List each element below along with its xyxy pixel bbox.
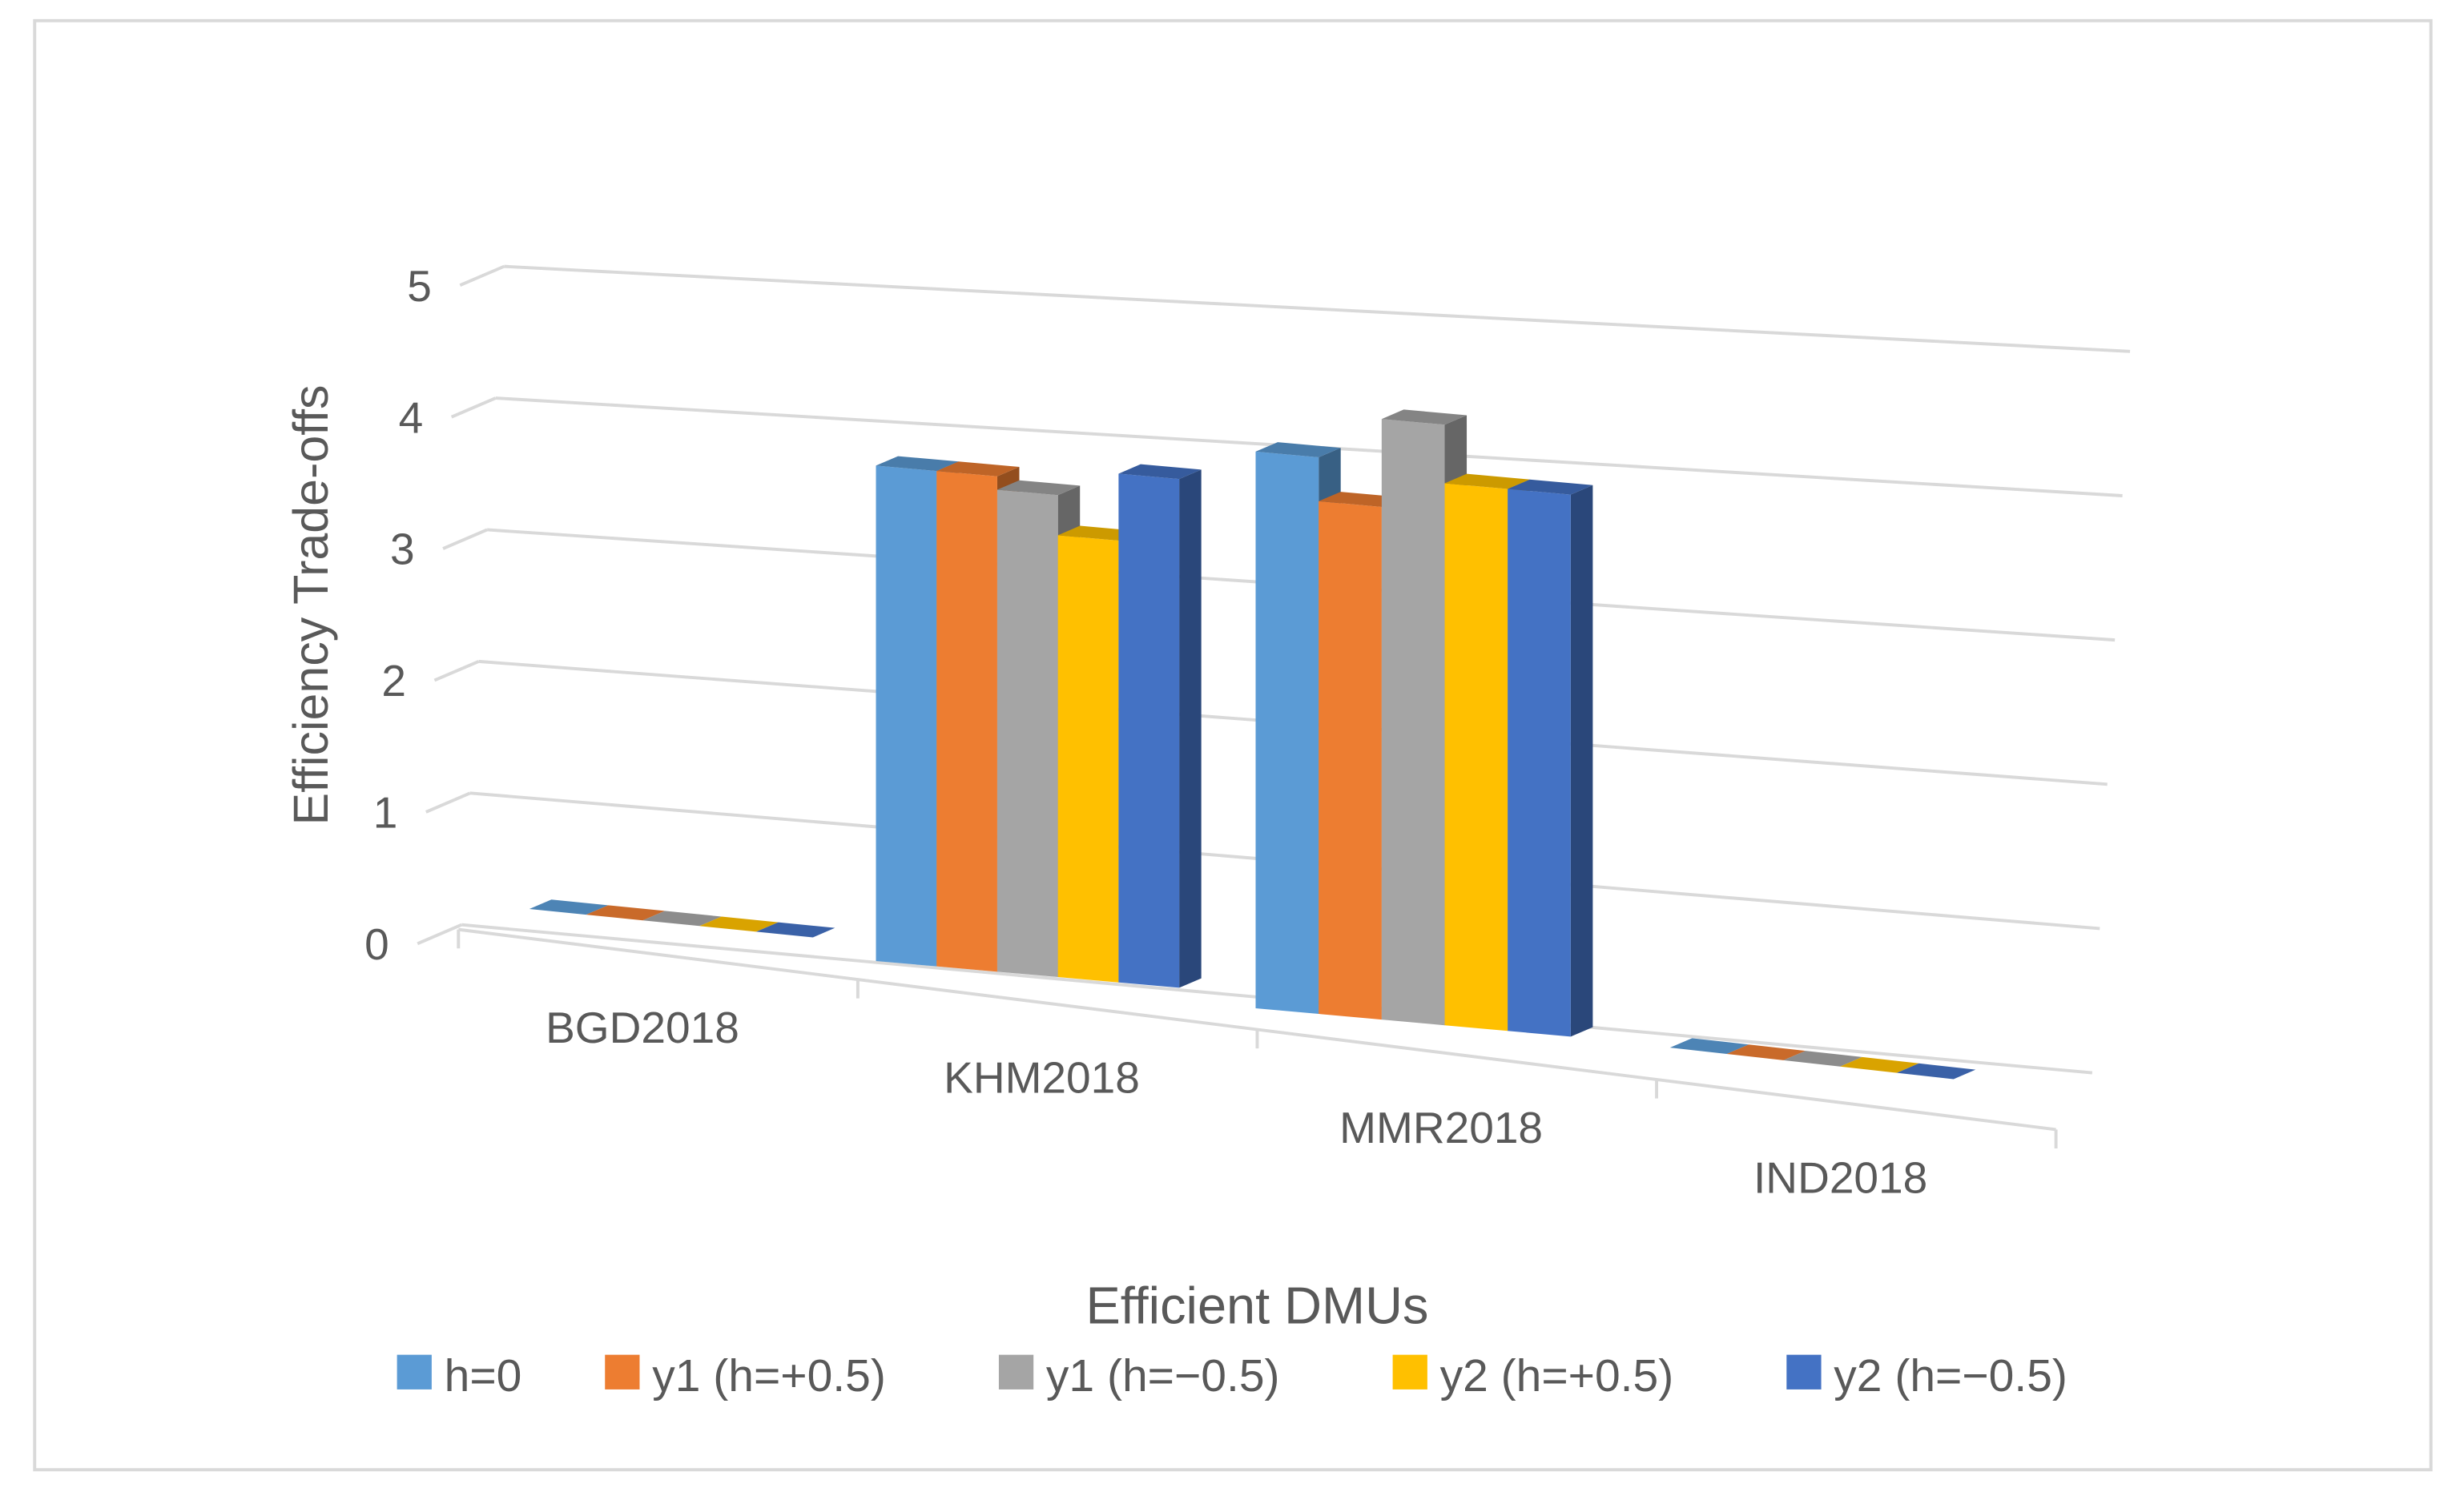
bar-top bbox=[756, 922, 835, 938]
bar-top bbox=[876, 456, 959, 472]
bar-front bbox=[1057, 535, 1119, 983]
legend-item[interactable]: y2 (h=+0.5) bbox=[1392, 1350, 1674, 1402]
legend-swatch bbox=[1786, 1354, 1822, 1389]
bar-BGD2018-series-4 bbox=[756, 922, 835, 938]
bar-KHM2018-series-4 bbox=[1118, 464, 1202, 988]
legend-label: y2 (h=−0.5) bbox=[1834, 1350, 2067, 1402]
bar-top bbox=[936, 461, 1020, 477]
bar-IND2018-series-1 bbox=[1726, 1044, 1806, 1060]
bar-front bbox=[1381, 419, 1445, 1026]
bar-IND2018-series-4 bbox=[1896, 1063, 1976, 1080]
bar-top bbox=[1444, 473, 1530, 489]
y-tick-label: 0 bbox=[364, 919, 389, 969]
side-gridline bbox=[450, 396, 497, 419]
bar-top bbox=[1840, 1056, 1919, 1073]
bar-top bbox=[1726, 1044, 1806, 1060]
x-axis-title: Efficient DMUs bbox=[1086, 1276, 1429, 1334]
bar-side bbox=[1570, 485, 1593, 1037]
bar-front bbox=[1319, 501, 1382, 1020]
legend-swatch bbox=[605, 1354, 640, 1389]
bar-front bbox=[876, 465, 937, 967]
legend-label: y1 (h=−0.5) bbox=[1046, 1350, 1280, 1402]
bar-side bbox=[1179, 469, 1202, 988]
x-tick-label: KHM2018 bbox=[944, 1052, 1140, 1102]
bar-front bbox=[1255, 451, 1319, 1015]
side-gridline bbox=[425, 791, 471, 814]
bar-front bbox=[1444, 483, 1508, 1032]
bar-top bbox=[642, 911, 722, 927]
side-gridline bbox=[433, 660, 480, 682]
bar-top bbox=[1508, 479, 1593, 495]
bar-top bbox=[529, 899, 609, 915]
bar-BGD2018-series-1 bbox=[586, 905, 665, 921]
y-tick-label: 5 bbox=[407, 261, 432, 311]
bar-front bbox=[996, 489, 1058, 978]
legend-label: h=0 bbox=[445, 1350, 522, 1402]
y-tick-label: 1 bbox=[373, 788, 398, 838]
y-tick-label: 3 bbox=[390, 525, 415, 574]
chart-frame bbox=[33, 18, 2433, 1472]
legend-item[interactable]: h=0 bbox=[397, 1350, 522, 1402]
bar-top bbox=[699, 916, 779, 932]
legend-item[interactable]: y1 (h=+0.5) bbox=[605, 1350, 886, 1402]
bar-top bbox=[1669, 1038, 1749, 1054]
side-gridline bbox=[417, 923, 463, 946]
legend-swatch bbox=[1392, 1354, 1427, 1389]
x-tick-label: BGD2018 bbox=[546, 1003, 739, 1052]
legend-label: y1 (h=+0.5) bbox=[652, 1350, 886, 1402]
y-tick-label: 2 bbox=[381, 656, 406, 706]
bar-front bbox=[1508, 489, 1571, 1037]
bar-BGD2018-series-2 bbox=[642, 911, 722, 927]
bar-BGD2018-series-3 bbox=[699, 916, 779, 932]
bar-top bbox=[1118, 464, 1202, 480]
legend-item[interactable]: y2 (h=−0.5) bbox=[1786, 1350, 2067, 1402]
side-gridline bbox=[459, 264, 505, 288]
bar-IND2018-series-3 bbox=[1840, 1056, 1919, 1073]
bar-BGD2018-series-0 bbox=[529, 899, 609, 915]
bar-top bbox=[996, 480, 1081, 496]
y-tick-label: 4 bbox=[399, 392, 424, 442]
bar-IND2018-series-2 bbox=[1783, 1051, 1862, 1067]
bar-top bbox=[1896, 1063, 1976, 1080]
x-tick-label: IND2018 bbox=[1753, 1152, 1927, 1202]
x-tick-label: MMR2018 bbox=[1339, 1103, 1543, 1152]
bar-top bbox=[586, 905, 665, 921]
y-axis-title: Efficiency Trade-offs bbox=[284, 384, 338, 825]
legend-label: y2 (h=+0.5) bbox=[1440, 1350, 1674, 1402]
bar-top bbox=[1255, 442, 1341, 457]
side-gridline bbox=[442, 528, 488, 550]
gridline bbox=[504, 264, 2131, 353]
legend-item[interactable]: y1 (h=−0.5) bbox=[998, 1350, 1280, 1402]
bar-front bbox=[1118, 473, 1180, 988]
bar-front bbox=[936, 471, 997, 972]
legend-swatch bbox=[998, 1354, 1034, 1389]
bar-top bbox=[1783, 1051, 1862, 1067]
bar-MMR2018-series-4 bbox=[1508, 479, 1593, 1037]
legend-swatch bbox=[397, 1354, 432, 1389]
bar-IND2018-series-0 bbox=[1669, 1038, 1749, 1054]
bar-top bbox=[1381, 409, 1468, 425]
